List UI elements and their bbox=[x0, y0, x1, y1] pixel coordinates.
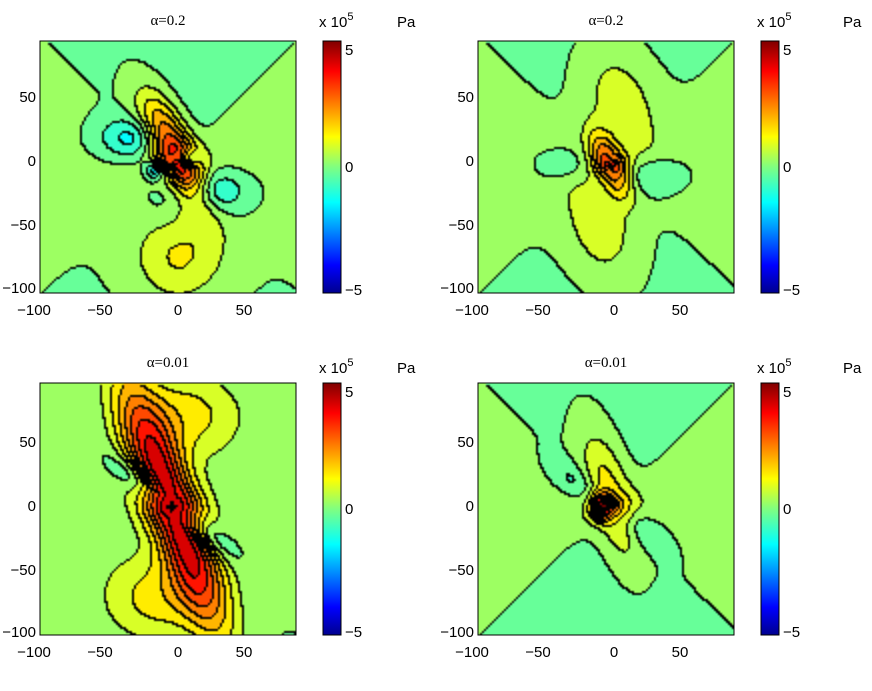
panel-top-left: α=0.2 −100 −50 0 50 50 0 −50 −100 bbox=[2, 13, 297, 319]
colorbar-gradient bbox=[322, 382, 342, 636]
x-tick-label: −100 bbox=[17, 302, 51, 319]
y-tick-label: −100 bbox=[2, 624, 36, 641]
plot-frame bbox=[477, 40, 735, 294]
y-tick-label: −50 bbox=[11, 562, 36, 579]
colorbar-bottom-right: x 105 Pa 5 0 −5 bbox=[757, 357, 862, 641]
colorbar-tick-label: 0 bbox=[345, 159, 353, 176]
y-tick-label: 50 bbox=[19, 89, 36, 106]
y-tick-label: −100 bbox=[2, 280, 36, 297]
colorbar-multiplier: x 105 bbox=[757, 11, 791, 31]
x-tick-label: 50 bbox=[672, 644, 689, 661]
panel-title: α=0.01 bbox=[147, 355, 190, 371]
x-tick-label: 0 bbox=[610, 644, 618, 661]
panel-top-right: α=0.2 −100 −50 0 50 50 0 −50 −100 bbox=[440, 13, 735, 319]
x-tick-label: −100 bbox=[17, 644, 51, 661]
colorbar-tick-label: 0 bbox=[783, 159, 791, 176]
x-tick-label: −100 bbox=[455, 644, 489, 661]
y-tick-label: 50 bbox=[19, 434, 36, 451]
x-tick-label: 0 bbox=[610, 302, 618, 319]
colorbar-tick-label: −5 bbox=[345, 624, 362, 641]
colorbar-unit: Pa bbox=[397, 14, 416, 31]
x-tick-label: 50 bbox=[236, 644, 253, 661]
y-tick-label: 0 bbox=[28, 498, 36, 515]
colorbar-unit: Pa bbox=[397, 360, 416, 377]
plot-frame bbox=[39, 40, 297, 294]
y-tick-label: 50 bbox=[457, 434, 474, 451]
contour-map bbox=[478, 383, 734, 635]
panel-title: α=0.2 bbox=[150, 13, 185, 29]
colorbar-multiplier: x 105 bbox=[319, 11, 353, 31]
colorbar-multiplier: x 105 bbox=[319, 357, 353, 377]
x-tick-label: 50 bbox=[672, 302, 689, 319]
colorbar-tick-label: −5 bbox=[783, 624, 800, 641]
colorbar-tick-label: −5 bbox=[345, 282, 362, 299]
x-tick-label: −50 bbox=[525, 302, 550, 319]
x-tick-label: −100 bbox=[455, 302, 489, 319]
y-tick-label: 50 bbox=[457, 89, 474, 106]
colorbar-unit: Pa bbox=[843, 14, 862, 31]
y-tick-label: −100 bbox=[440, 624, 474, 641]
y-tick-label: 0 bbox=[466, 498, 474, 515]
x-tick-label: 0 bbox=[174, 644, 182, 661]
colorbar-unit: Pa bbox=[843, 360, 862, 377]
colorbar-gradient bbox=[322, 40, 342, 294]
colorbar-top-left: x 105 Pa 5 0 −5 bbox=[319, 11, 416, 299]
contour-map bbox=[40, 41, 296, 293]
panel-title: α=0.2 bbox=[588, 13, 623, 29]
colorbar-tick-label: 5 bbox=[345, 384, 353, 401]
plot-frame bbox=[477, 382, 735, 636]
colorbar-multiplier: x 105 bbox=[757, 357, 791, 377]
y-tick-label: 0 bbox=[28, 153, 36, 170]
x-tick-label: −50 bbox=[87, 302, 112, 319]
x-tick-label: 50 bbox=[236, 302, 253, 319]
contour-map bbox=[478, 41, 734, 293]
colorbar-bottom-left: x 105 Pa 5 0 −5 bbox=[319, 357, 416, 641]
colorbar-gradient bbox=[760, 40, 780, 294]
x-tick-label: −50 bbox=[87, 644, 112, 661]
y-tick-label: −50 bbox=[449, 562, 474, 579]
colorbar-tick-label: 5 bbox=[783, 42, 791, 59]
colorbar-tick-label: 0 bbox=[783, 501, 791, 518]
colorbar-tick-label: 5 bbox=[783, 384, 791, 401]
y-tick-label: −100 bbox=[440, 280, 474, 297]
x-tick-label: −50 bbox=[525, 644, 550, 661]
colorbar-top-right: x 105 Pa 5 0 −5 bbox=[757, 11, 862, 299]
colorbar-tick-label: 0 bbox=[345, 501, 353, 518]
contour-map bbox=[40, 383, 296, 635]
y-tick-label: 0 bbox=[466, 153, 474, 170]
y-tick-label: −50 bbox=[11, 217, 36, 234]
y-tick-label: −50 bbox=[449, 217, 474, 234]
panel-bottom-left: α=0.01 −100 −50 0 50 50 0 −50 −100 bbox=[2, 355, 297, 661]
panel-bottom-right: α=0.01 −100 −50 0 50 50 0 −50 −100 bbox=[440, 355, 735, 661]
colorbar-tick-label: 5 bbox=[345, 42, 353, 59]
panel-title: α=0.01 bbox=[585, 355, 628, 371]
plot-frame bbox=[39, 382, 297, 636]
colorbar-gradient bbox=[760, 382, 780, 636]
x-tick-label: 0 bbox=[174, 302, 182, 319]
colorbar-tick-label: −5 bbox=[783, 282, 800, 299]
